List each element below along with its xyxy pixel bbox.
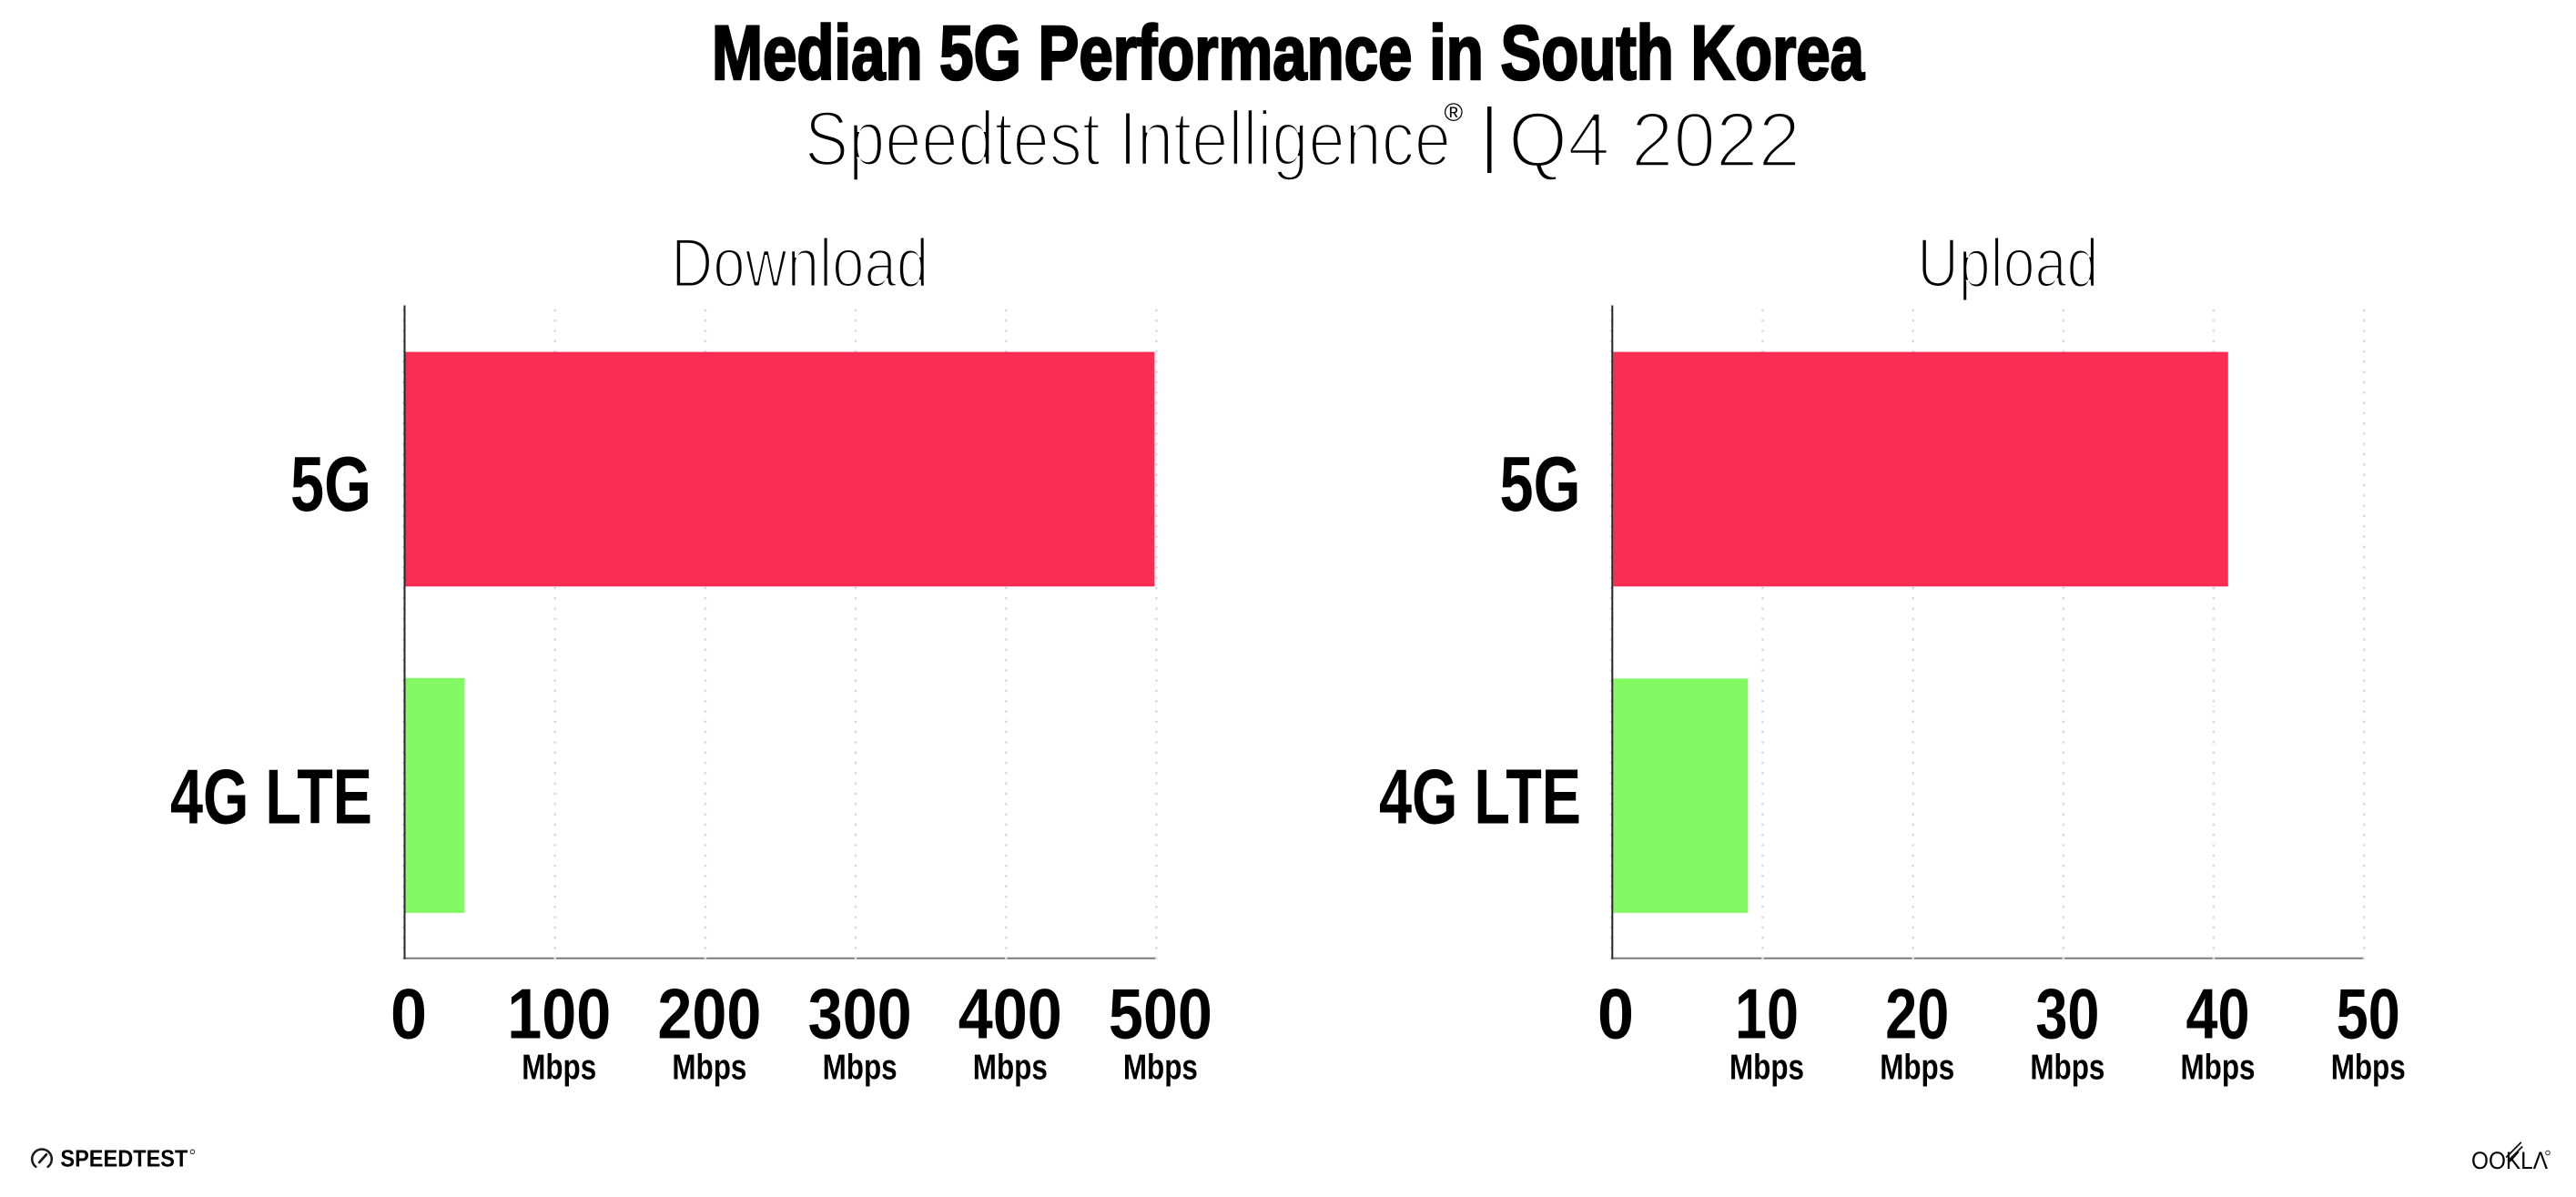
svg-text:400: 400	[958, 974, 1062, 1054]
svg-text:300: 300	[808, 974, 912, 1054]
svg-text:Upload: Upload	[1917, 225, 2098, 302]
svg-text:®: ®	[1445, 98, 1464, 127]
svg-text:500: 500	[1109, 974, 1212, 1054]
svg-text:4G LTE: 4G LTE	[170, 755, 372, 841]
svg-text:40: 40	[2186, 974, 2250, 1054]
svg-text:0: 0	[1597, 974, 1634, 1054]
svg-text:100: 100	[507, 974, 611, 1054]
svg-text:200: 200	[657, 974, 761, 1054]
svg-text:5G: 5G	[1500, 441, 1581, 528]
svg-text:4G LTE: 4G LTE	[1379, 755, 1581, 841]
svg-text:Mbps: Mbps	[823, 1048, 898, 1087]
svg-text:SPEEDTEST: SPEEDTEST	[60, 1145, 188, 1172]
svg-text:Mbps: Mbps	[672, 1048, 746, 1087]
svg-text:0: 0	[390, 974, 427, 1054]
svg-text:Mbps: Mbps	[2181, 1048, 2256, 1087]
svg-text:5G: 5G	[290, 441, 371, 528]
svg-text:Mbps: Mbps	[1729, 1048, 1804, 1087]
svg-text:Mbps: Mbps	[1880, 1048, 1954, 1087]
svg-text:Mbps: Mbps	[973, 1048, 1048, 1087]
svg-text:OOKLΛ: OOKLΛ	[2471, 1147, 2548, 1174]
svg-text:Q4 2022: Q4 2022	[1508, 97, 1800, 184]
svg-text:20: 20	[1885, 974, 1949, 1054]
svg-text:Mbps: Mbps	[522, 1048, 596, 1087]
svg-text:50: 50	[2337, 974, 2400, 1054]
svg-text:Mbps: Mbps	[1123, 1048, 1198, 1087]
svg-text:Speedtest Intelligence: Speedtest Intelligence	[805, 96, 1451, 183]
svg-text:Download: Download	[671, 225, 928, 302]
svg-text:Median 5G Performance in South: Median 5G Performance in South Korea	[712, 10, 1865, 96]
svg-text:10: 10	[1735, 974, 1799, 1054]
svg-text:Mbps: Mbps	[2030, 1048, 2104, 1087]
svg-text:30: 30	[2035, 974, 2099, 1054]
svg-text:Mbps: Mbps	[2331, 1048, 2406, 1087]
